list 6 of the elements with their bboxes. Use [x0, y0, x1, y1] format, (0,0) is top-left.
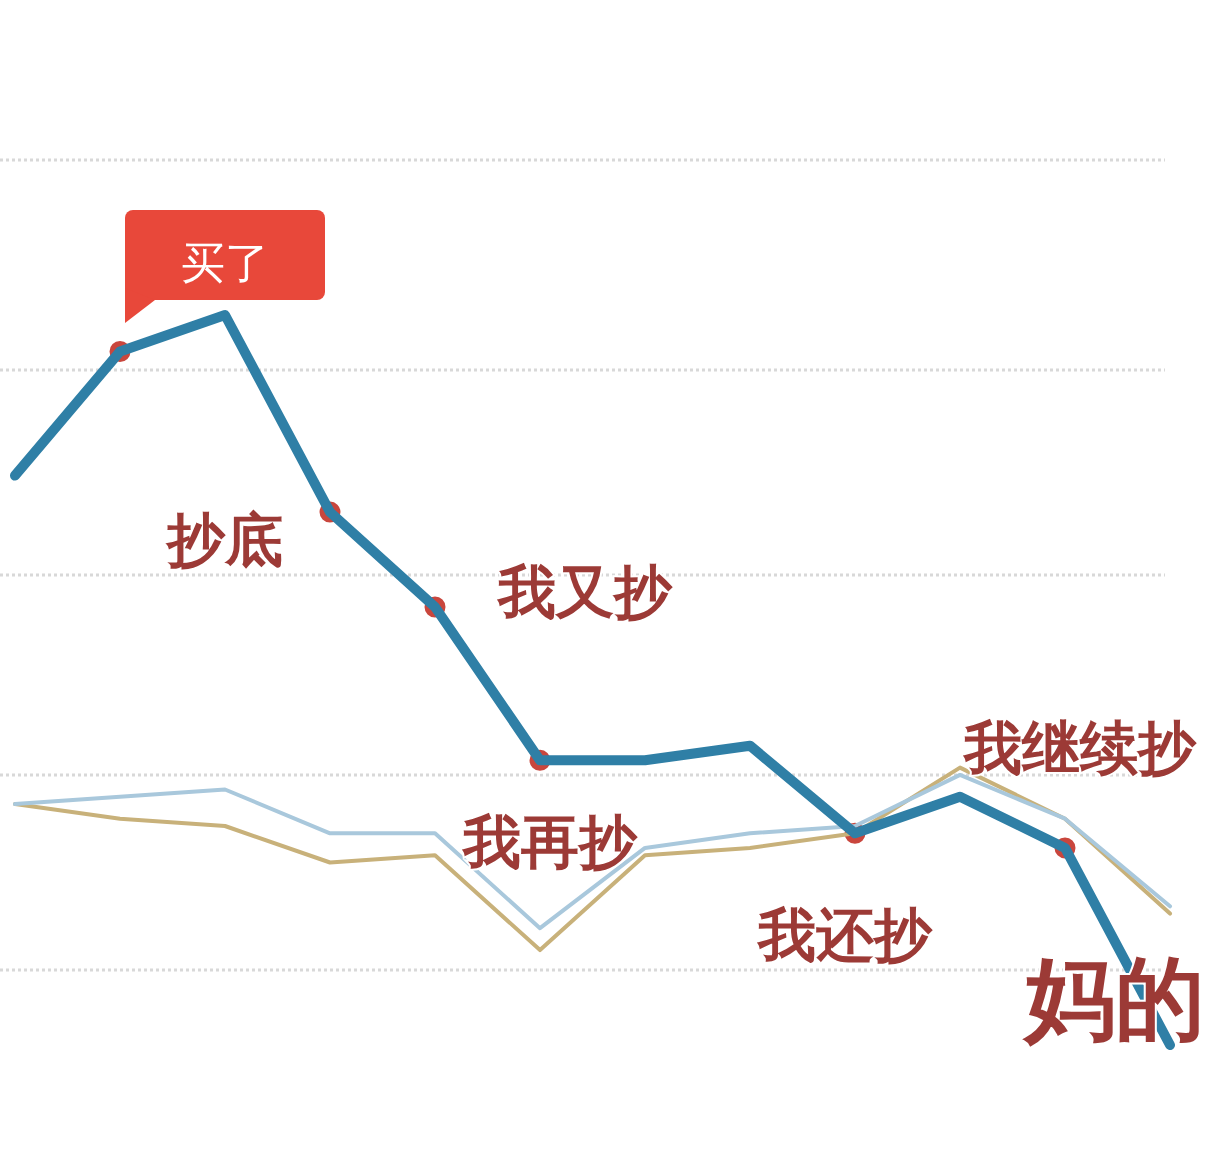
annotation: 我再抄: [461, 808, 638, 876]
annotation: 抄底: [165, 506, 283, 574]
annotation: 我又抄: [496, 558, 673, 626]
text: 买了: [181, 237, 269, 288]
annotation: 我继续抄: [962, 714, 1197, 782]
annotation: 我还抄: [756, 901, 933, 969]
